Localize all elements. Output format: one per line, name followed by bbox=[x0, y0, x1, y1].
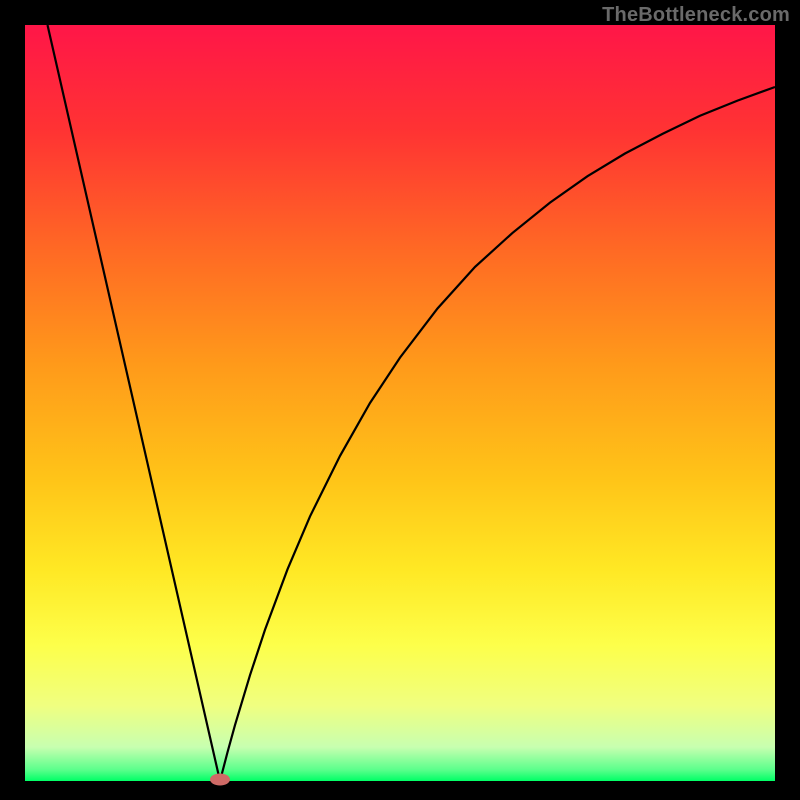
bottleneck-chart bbox=[0, 0, 800, 800]
optimal-point-marker bbox=[210, 773, 230, 785]
chart-container: TheBottleneck.com bbox=[0, 0, 800, 800]
watermark-text: TheBottleneck.com bbox=[602, 4, 790, 27]
plot-background bbox=[25, 25, 775, 781]
